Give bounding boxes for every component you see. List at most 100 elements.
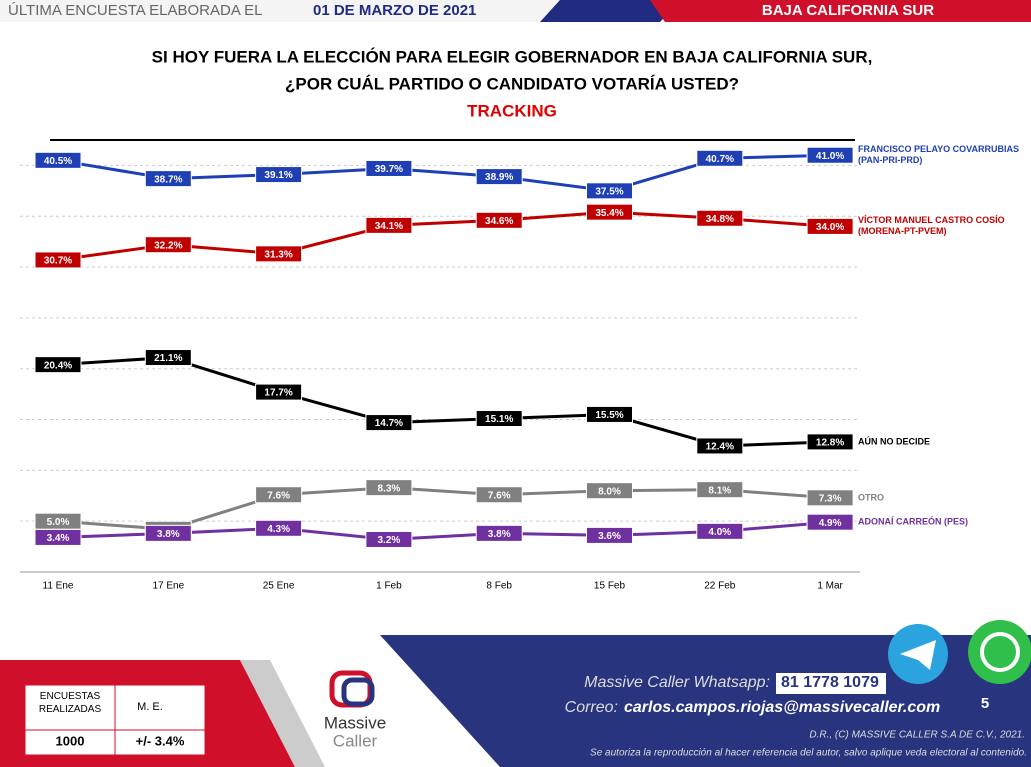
value-label: 20.4%: [44, 360, 72, 371]
legend-label: OTRO: [858, 492, 884, 503]
value-label: 39.7%: [375, 164, 403, 175]
value-label: 12.8%: [816, 438, 844, 449]
chart-title: ¿POR CUÁL PARTIDO O CANDIDATO VOTARÍA US…: [285, 74, 739, 93]
value-label: 34.6%: [485, 216, 513, 227]
table-header: ENCUESTAS REALIZADAS: [38, 691, 102, 715]
value-label: 4.9%: [819, 518, 842, 529]
value-label: 7.6%: [488, 490, 511, 501]
logo-icon: [341, 677, 375, 707]
value-label: 12.4%: [706, 442, 734, 453]
value-label: 35.4%: [595, 208, 623, 219]
value-box: [34, 251, 82, 269]
value-box: [475, 410, 523, 428]
value-box: [144, 524, 192, 542]
whatsapp-glyph: [980, 632, 1020, 672]
whatsapp-label: Massive Caller Whatsapp:: [584, 674, 770, 691]
header-red: [650, 0, 1031, 22]
value-label: 4.0%: [708, 527, 731, 538]
value-box: [696, 522, 744, 540]
value-label: 8.3%: [378, 483, 401, 494]
value-label: 39.1%: [264, 170, 292, 181]
value-box: [806, 217, 854, 235]
telegram-glyph: [900, 640, 936, 670]
value-label: 4.3%: [267, 524, 290, 535]
value-box: [806, 489, 854, 507]
value-box: [696, 209, 744, 227]
value-label: 30.7%: [44, 256, 72, 267]
value-box: [475, 486, 523, 504]
value-box: [255, 383, 303, 401]
value-box: [806, 146, 854, 164]
value-label: 40.5%: [44, 156, 72, 167]
email: carlos.campos.riojas@massivecaller.com: [624, 699, 940, 716]
value-box: [255, 486, 303, 504]
value-box: [586, 203, 633, 221]
x-tick-label: 8 Feb: [486, 581, 512, 592]
value-box: [34, 528, 82, 546]
value-label: 3.6%: [598, 531, 621, 542]
value-box: [365, 530, 413, 548]
value-box: [806, 433, 854, 451]
disclaimer: Se autoriza la reproducción al hacer ref…: [590, 748, 1027, 759]
chart-title: SI HOY FUERA LA ELECCIÓN PARA ELEGIR GOB…: [152, 47, 873, 66]
value-label: 38.7%: [154, 174, 182, 185]
header-date: 01 DE MARZO DE 2021: [313, 2, 476, 19]
value-box: [475, 524, 523, 542]
value-label: 8.0%: [598, 486, 621, 497]
value-label: 21.1%: [154, 353, 182, 364]
legend-label: VÍCTOR MANUEL CASTRO COSÍO (MORENA-PT-PV…: [858, 215, 1005, 237]
value-box: [144, 236, 192, 254]
series-line: [57, 356, 831, 448]
value-box: [34, 356, 82, 374]
value-box: [586, 405, 633, 423]
value-label: 15.5%: [595, 410, 623, 421]
value-box: [365, 479, 413, 497]
legend-label: FRANCISCO PELAYO COVARRUBIAS (PAN-PRI-PR…: [858, 144, 1020, 166]
copyright: D.R., (C) MASSIVE CALLER S.A DE C.V., 20…: [809, 730, 1025, 741]
value-box: [365, 216, 413, 234]
value-label: 3.8%: [157, 529, 180, 540]
value-box: [144, 349, 192, 367]
logo-text: Caller: [333, 731, 378, 750]
value-label: 40.7%: [706, 154, 734, 165]
value-label: 7.3%: [819, 493, 842, 504]
whatsapp-icon[interactable]: [968, 620, 1031, 684]
value-label: 5.0%: [47, 517, 70, 528]
whatsapp-number: 81 1778 1079: [781, 674, 879, 691]
value-label: 34.8%: [706, 214, 734, 225]
table-value: 1000: [56, 733, 85, 748]
page-number: 5: [981, 695, 989, 712]
value-box: [696, 481, 744, 499]
value-box: [696, 437, 744, 455]
chart-subtitle: TRACKING: [467, 101, 557, 120]
value-label: 8.1%: [708, 485, 731, 496]
value-box: [144, 170, 192, 188]
value-box: [255, 166, 303, 184]
header-region: BAJA CALIFORNIA SUR: [762, 2, 934, 19]
value-box: [696, 149, 744, 167]
header-prefix: ÚLTIMA ENCUESTA ELABORADA EL: [8, 2, 263, 19]
email-label: Correo:: [565, 699, 618, 716]
x-tick-label: 17 Ene: [152, 581, 184, 592]
legend-label: AÚN NO DECIDE: [858, 436, 931, 447]
value-box: [475, 211, 523, 229]
legend-label: ADONAÍ CARREÓN (PES): [858, 516, 969, 527]
value-box: [365, 159, 413, 177]
value-box: [806, 513, 854, 531]
value-box: [475, 168, 523, 186]
value-label: 17.7%: [264, 388, 292, 399]
value-label: 3.2%: [378, 535, 401, 546]
value-label: 34.1%: [375, 221, 403, 232]
footer-stripe: [240, 660, 325, 767]
value-box: [586, 182, 633, 200]
value-label: 34.0%: [816, 222, 844, 233]
header-blue: [540, 0, 680, 22]
table-header: M. E.: [137, 701, 163, 713]
value-label: 3.4%: [47, 533, 70, 544]
value-label: 37.5%: [595, 186, 623, 197]
x-tick-label: 11 Ene: [43, 581, 74, 592]
number-box: [776, 673, 886, 694]
value-box: [34, 151, 82, 169]
